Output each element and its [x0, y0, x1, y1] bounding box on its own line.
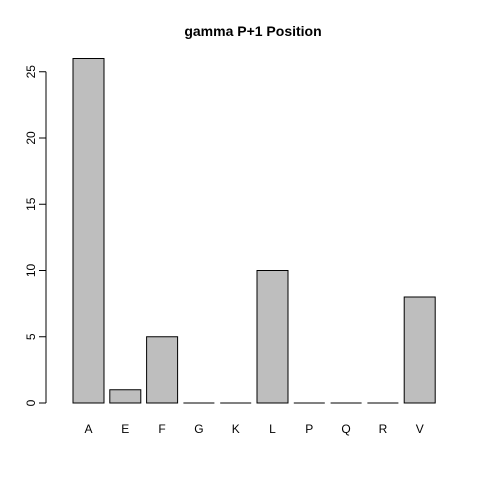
x-tick-label: E	[121, 422, 129, 436]
x-tick-label: K	[232, 422, 240, 436]
y-tick-label: 15	[24, 197, 38, 211]
y-tick-label: 5	[24, 333, 38, 340]
y-tick-label: 25	[24, 65, 38, 79]
x-tick-label: F	[158, 422, 165, 436]
y-tick-label: 10	[24, 264, 38, 278]
bar-E	[109, 389, 142, 404]
x-tick-label: P	[305, 422, 313, 436]
bar-A	[72, 58, 105, 404]
x-tick-label: R	[379, 422, 388, 436]
x-tick-label: G	[194, 422, 203, 436]
bar-L	[256, 270, 289, 404]
bar-F	[146, 336, 179, 404]
y-tick-label: 0	[24, 399, 38, 406]
y-axis: 0 5 10 15 20 25	[24, 65, 47, 406]
x-tick-label: A	[84, 422, 92, 436]
x-tick-label: L	[269, 422, 276, 436]
y-tick-label: 20	[24, 131, 38, 145]
bars-group	[72, 58, 436, 404]
chart-title: gamma P+1 Position	[184, 23, 321, 39]
x-tick-label: Q	[341, 422, 350, 436]
bar-V	[403, 296, 436, 404]
x-tick-label: V	[416, 422, 424, 436]
